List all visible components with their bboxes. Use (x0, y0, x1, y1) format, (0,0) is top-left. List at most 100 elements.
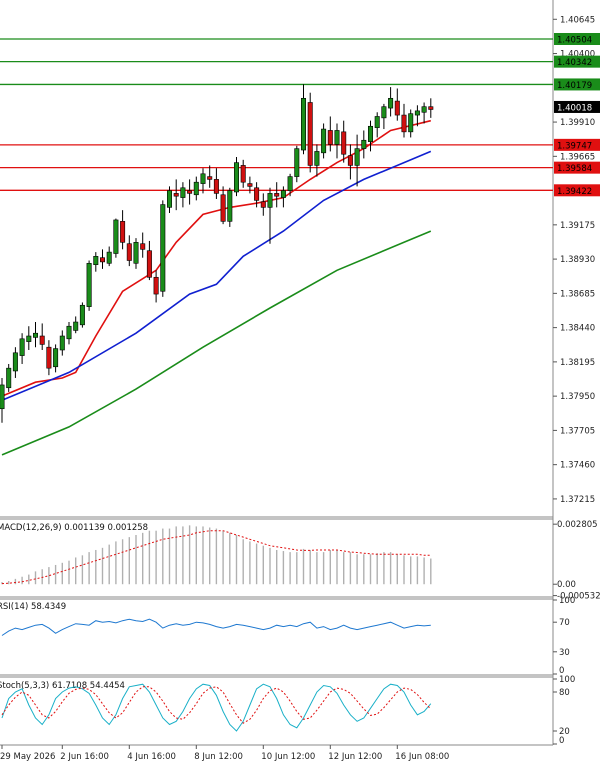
level-label: 1.40342 (557, 58, 592, 68)
candle (394, 88, 400, 121)
rsi-panel: RSI(14) 58.4349 100 70 30 0 (0, 596, 575, 676)
candle-body (193, 181, 199, 196)
candle-body (354, 148, 360, 166)
candle-body (274, 193, 280, 197)
candle (314, 144, 320, 177)
level-label: 1.39747 (557, 141, 592, 151)
time-tick-label: 2 Jun 16:00 (60, 752, 109, 762)
candle-body (300, 97, 306, 151)
candle-body (32, 332, 38, 338)
rsi-tick-label: 0 (559, 666, 564, 676)
candle (294, 145, 300, 183)
price-levels: 1.40504 1.40342 1.40179 1.39747 1.39584 1.394… (0, 33, 600, 197)
candle-body (334, 130, 340, 145)
candle-body (307, 102, 313, 166)
candle-body (153, 276, 159, 295)
rsi-tick-label: 70 (559, 618, 570, 628)
stochastic-panel: Stoch(5,3,3) 61.7108 54.4454 100 80 200 (0, 675, 575, 746)
candle-body (421, 106, 427, 113)
candle-body (6, 367, 12, 389)
price-tick-label: 1.38930 (560, 255, 595, 265)
time-tick-label: 10 Jun 12:00 (261, 752, 315, 762)
candle (408, 109, 414, 138)
candle-body (126, 243, 132, 261)
candle-body (133, 242, 139, 264)
candle-body (79, 304, 85, 326)
candle-body (12, 352, 18, 372)
candle-body (140, 243, 146, 250)
candle-body (408, 113, 414, 133)
candle (32, 322, 38, 348)
macd-panel: MACD(12,26,9) 0.001139 0.001258 0.002805… (0, 520, 600, 601)
stoch-label: Stoch(5,3,3) 61.7108 54.4454 (0, 681, 125, 691)
candle (374, 112, 380, 138)
level-label-box (554, 161, 600, 174)
candle (187, 179, 193, 205)
candle (180, 182, 186, 208)
rsi-line (1, 618, 431, 636)
candle-body (39, 335, 45, 345)
candle (388, 87, 394, 117)
candle (6, 363, 12, 392)
macd-label: MACD(12,26,9) 0.001139 0.001258 (0, 523, 148, 533)
candle-body (234, 162, 240, 193)
candle-body (180, 187, 186, 198)
candle-body (414, 110, 420, 116)
candle (146, 240, 152, 281)
current-price-box (554, 100, 600, 113)
candle-body (394, 100, 400, 116)
moving-average-line (1, 150, 432, 402)
candle (0, 377, 5, 423)
price-axis: 1.40645 1.40400 1.39910 1.39665 1.39175 1.389… (553, 15, 595, 505)
candle (193, 176, 199, 201)
candle (421, 102, 427, 124)
candle-body (388, 97, 394, 109)
candle-body (187, 190, 193, 194)
macd-tick-label: 0.00 (557, 580, 576, 590)
stoch-d-line (1, 686, 432, 724)
stoch-tick-label: 100 (559, 675, 575, 685)
price-tick-label: 1.38440 (560, 324, 595, 334)
candle-body (287, 176, 293, 191)
candle-body (66, 325, 72, 340)
candle (234, 157, 240, 197)
candle-body (260, 201, 266, 208)
level-label-box (554, 78, 600, 91)
chart-frame (0, 0, 554, 746)
candle-body (160, 204, 166, 292)
candle (327, 116, 333, 152)
candle (414, 105, 420, 127)
candle-body (367, 125, 373, 142)
candle-body (46, 346, 52, 369)
candle (254, 182, 260, 208)
stoch-k-line (1, 683, 432, 732)
candle-body (93, 256, 99, 265)
candle (213, 168, 219, 199)
candle-body (341, 131, 347, 155)
candle-body (374, 116, 380, 128)
time-tick-label: 12 Jun 12:00 (328, 752, 382, 762)
price-tick-label: 1.37950 (560, 392, 595, 402)
level-label-box (554, 138, 600, 151)
candle (274, 182, 280, 208)
candle-body (247, 183, 253, 187)
time-tick-label: 16 Jun 08:00 (395, 752, 449, 762)
level-label: 1.39584 (557, 164, 592, 174)
candle (260, 193, 266, 216)
candle (126, 235, 132, 267)
time-tick-label: 8 Jun 12:00 (194, 752, 243, 762)
moving-average-line (1, 119, 431, 397)
candle (200, 168, 206, 194)
candle-body (146, 250, 152, 278)
moving-averages (1, 119, 432, 456)
candle-body (113, 219, 119, 254)
current-price-marker: 1.40018 (554, 100, 600, 113)
candle-body (254, 187, 260, 201)
candle (86, 260, 92, 311)
candle-body (167, 190, 173, 208)
price-tick-label: 1.38685 (560, 289, 595, 299)
candle (347, 144, 353, 180)
candle (207, 165, 213, 188)
candle (153, 270, 159, 303)
